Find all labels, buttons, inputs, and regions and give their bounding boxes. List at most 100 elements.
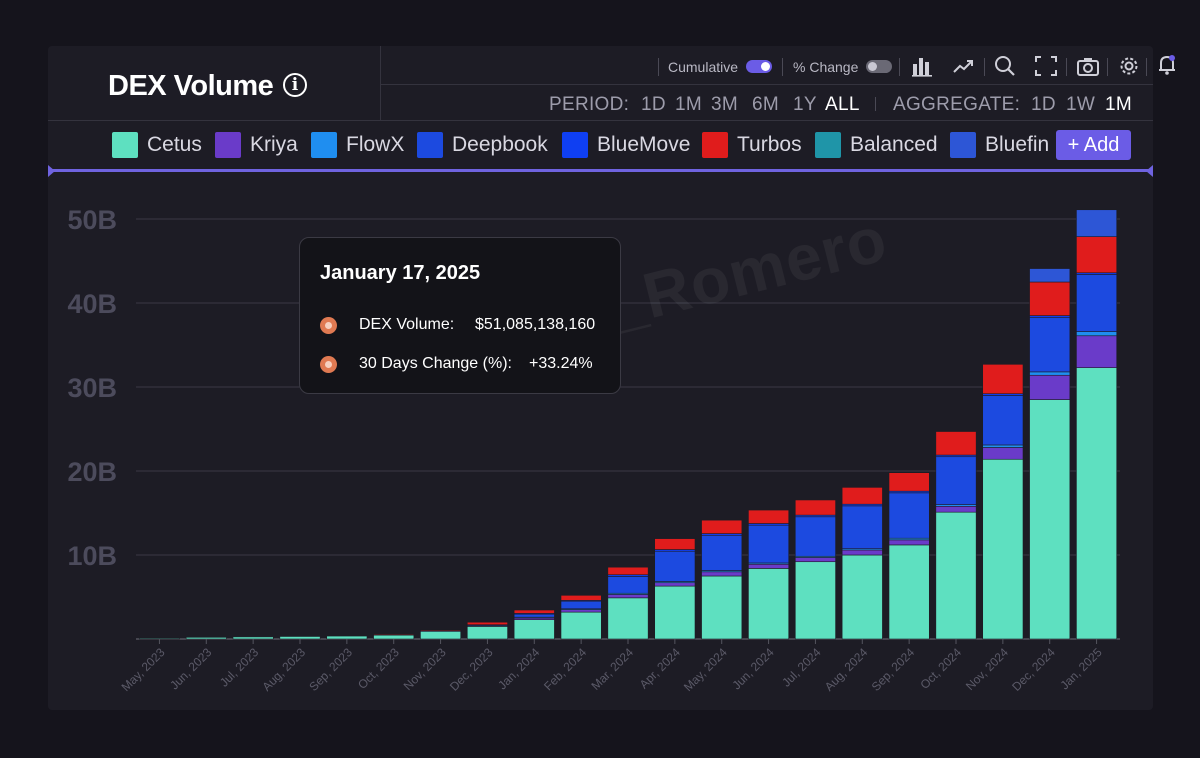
bar-segment-cetus[interactable] bbox=[748, 568, 790, 640]
bar-segment-turbos[interactable] bbox=[1076, 236, 1118, 274]
range-slider-handle-right[interactable] bbox=[1146, 165, 1153, 177]
bar-segment-turbos[interactable] bbox=[373, 633, 415, 636]
bar-segment-cetus[interactable] bbox=[794, 561, 836, 640]
bar-segment-kriya[interactable] bbox=[982, 447, 1024, 460]
bell-icon[interactable] bbox=[1157, 54, 1177, 76]
bar-segment-deepbook[interactable] bbox=[748, 524, 790, 564]
bar-segment-kriya[interactable] bbox=[701, 571, 743, 577]
bar-segment-kriya[interactable] bbox=[560, 609, 602, 613]
period-option-1d[interactable]: 1D bbox=[641, 94, 666, 115]
bar-segment-turbos[interactable] bbox=[420, 629, 462, 631]
bar-segment-cetus[interactable] bbox=[1076, 367, 1118, 640]
bar-segment-flowx[interactable] bbox=[982, 444, 1024, 448]
bar-segment-cetus[interactable] bbox=[185, 637, 227, 640]
bar-segment-deepbook[interactable] bbox=[794, 516, 836, 557]
tooltip-label: DEX Volume: bbox=[359, 316, 455, 333]
bar-segment-bluefin[interactable] bbox=[1029, 268, 1071, 283]
legend-swatch bbox=[417, 132, 443, 158]
bar-segment-turbos[interactable] bbox=[794, 499, 836, 516]
legend-swatch bbox=[950, 132, 976, 158]
bar-segment-cetus[interactable] bbox=[1029, 399, 1071, 640]
bar-segment-turbos[interactable] bbox=[748, 509, 790, 524]
settings-icon[interactable] bbox=[1117, 55, 1141, 77]
period-option-3m[interactable]: 3M bbox=[711, 94, 738, 115]
bar-segment-turbos[interactable] bbox=[466, 621, 508, 626]
bar-segment-turbos[interactable] bbox=[935, 431, 977, 456]
bar-chart-icon[interactable] bbox=[910, 55, 934, 77]
bar-segment-deepbook[interactable] bbox=[607, 576, 649, 594]
bar-segment-kriya[interactable] bbox=[888, 539, 930, 546]
toolbar-divider bbox=[1066, 58, 1067, 76]
bar-segment-flowx[interactable] bbox=[1076, 331, 1118, 337]
period-option-6m[interactable]: 6M bbox=[752, 94, 779, 115]
bar-segment-cetus[interactable] bbox=[607, 597, 649, 640]
bar-segment-kriya[interactable] bbox=[748, 563, 790, 569]
aggregate-option-1m[interactable]: 1M bbox=[1105, 94, 1132, 115]
bar-segment-deepbook[interactable] bbox=[935, 456, 977, 505]
x-tick-label: Dec, 2024 bbox=[1009, 645, 1058, 694]
bar-segment-deepbook[interactable] bbox=[1076, 274, 1118, 332]
bar-segment-deepbook[interactable] bbox=[888, 492, 930, 539]
bar-segment-turbos[interactable] bbox=[1029, 281, 1071, 316]
bar-segment-bluefin[interactable] bbox=[1076, 209, 1118, 237]
camera-icon[interactable] bbox=[1076, 55, 1100, 77]
bar-segment-cetus[interactable] bbox=[654, 585, 696, 640]
bar-segment-deepbook[interactable] bbox=[1029, 316, 1071, 373]
legend-swatch bbox=[311, 132, 337, 158]
bar-segment-flowx[interactable] bbox=[1029, 371, 1071, 376]
bar-segment-cetus[interactable] bbox=[326, 635, 368, 640]
toolbar: Cumulative % Change bbox=[381, 46, 1175, 85]
info-circle-icon[interactable]: i bbox=[283, 73, 307, 97]
bar-segment-cetus[interactable] bbox=[466, 626, 508, 640]
bar-segment-turbos[interactable] bbox=[560, 595, 602, 601]
bar-segment-kriya[interactable] bbox=[1029, 374, 1071, 400]
bar-segment-cetus[interactable] bbox=[513, 619, 555, 640]
bar-segment-deepbook[interactable] bbox=[654, 550, 696, 582]
period-option-1y[interactable]: 1Y bbox=[793, 94, 817, 115]
legend-swatch bbox=[112, 132, 138, 158]
range-slider-track[interactable] bbox=[48, 169, 1153, 172]
bar-segment-turbos[interactable] bbox=[654, 538, 696, 550]
bar-segment-deepbook[interactable] bbox=[701, 534, 743, 571]
bar-segment-kriya[interactable] bbox=[1076, 335, 1118, 368]
bar-segment-cetus[interactable] bbox=[841, 554, 883, 640]
fullscreen-icon[interactable] bbox=[1034, 55, 1058, 77]
bar-segment-turbos[interactable] bbox=[888, 472, 930, 492]
bar-segment-kriya[interactable] bbox=[607, 594, 649, 599]
bar-segment-cetus[interactable] bbox=[888, 544, 930, 640]
bar-segment-kriya[interactable] bbox=[654, 582, 696, 587]
bar-segment-turbos[interactable] bbox=[607, 566, 649, 576]
bar-segment-turbos[interactable] bbox=[982, 364, 1024, 395]
period-option-all[interactable]: ALL bbox=[825, 94, 860, 115]
bar-segment-cetus[interactable] bbox=[982, 458, 1024, 640]
aggregate-option-1w[interactable]: 1W bbox=[1066, 94, 1096, 115]
x-tick-label: Jul, 2023 bbox=[217, 645, 262, 690]
bar-segment-kriya[interactable] bbox=[841, 549, 883, 556]
aggregate-option-1d[interactable]: 1D bbox=[1031, 94, 1056, 115]
bar-segment-kriya[interactable] bbox=[794, 557, 836, 563]
bar-segment-deepbook[interactable] bbox=[841, 505, 883, 549]
bar-segment-cetus[interactable] bbox=[701, 575, 743, 640]
bar-segment-cetus[interactable] bbox=[935, 511, 977, 640]
bar-segment-turbos[interactable] bbox=[513, 609, 555, 614]
zoom-icon[interactable] bbox=[993, 55, 1017, 77]
bar-segment-turbos[interactable] bbox=[701, 519, 743, 534]
x-tick-label: Jun, 2024 bbox=[730, 645, 777, 692]
toolbar-divider bbox=[984, 58, 985, 76]
bar-segment-turbos[interactable] bbox=[841, 487, 883, 505]
bar-segment-cetus[interactable] bbox=[420, 630, 462, 640]
bar-segment-deepbook[interactable] bbox=[982, 395, 1024, 446]
bar-segment-cetus[interactable] bbox=[232, 636, 274, 640]
pct-change-toggle[interactable] bbox=[866, 60, 892, 73]
line-chart-icon[interactable] bbox=[952, 55, 976, 77]
bar-segment-cetus[interactable] bbox=[279, 636, 321, 640]
cumulative-toggle[interactable] bbox=[746, 60, 772, 73]
bar-segment-kriya[interactable] bbox=[935, 505, 977, 513]
bar-segment-deepbook[interactable] bbox=[560, 600, 602, 610]
x-tick-label: Nov, 2024 bbox=[963, 645, 1011, 693]
bar-segment-cetus[interactable] bbox=[138, 637, 180, 640]
range-slider-handle-left[interactable] bbox=[48, 165, 55, 177]
add-series-button[interactable]: + Add bbox=[1056, 130, 1131, 160]
period-option-1m[interactable]: 1M bbox=[675, 94, 702, 115]
bar-segment-cetus[interactable] bbox=[560, 611, 602, 640]
